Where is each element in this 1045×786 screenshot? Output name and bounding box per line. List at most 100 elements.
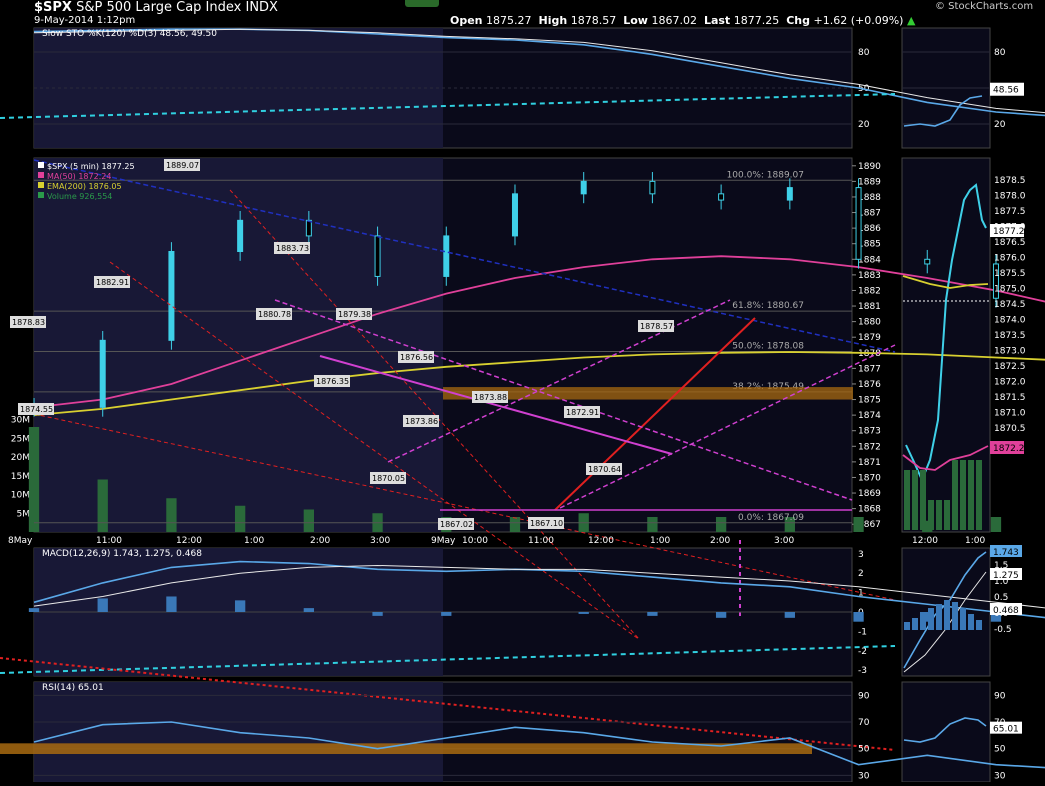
price-annotation: 1876.35: [316, 377, 349, 386]
ohlc-bar: Open 1875.27 High 1878.57 Low 1867.02 La…: [450, 14, 915, 27]
macd-histogram-bar: [922, 612, 933, 622]
time-axis-label: 9May: [431, 536, 456, 546]
price-tick-label: 1867: [858, 520, 881, 530]
price-tick-label: 1879: [858, 333, 881, 343]
price-tick-label: 1881: [858, 302, 881, 312]
legend-swatch: [38, 182, 44, 188]
red-solid-trend: [554, 317, 756, 511]
side-histogram-bar: [960, 608, 966, 630]
side-macd-box: [990, 603, 1022, 615]
blue-trendline: [33, 159, 896, 353]
low-label: Low: [623, 14, 648, 27]
side-volume-bar: [928, 500, 934, 530]
side-price-tick: 1874.0: [994, 316, 1026, 326]
legend-swatch: [38, 162, 44, 168]
fib-label: 61.8%: 1880.67: [732, 301, 804, 311]
rsi-tick-label: 70: [858, 718, 870, 728]
side-macd-tick: -0.5: [994, 625, 1012, 635]
macd-histogram-bar: [166, 596, 177, 612]
price-tick-label: 1870: [858, 473, 881, 483]
side-macd-tick: 1.0: [994, 577, 1009, 587]
macd-histogram-bar: [28, 608, 40, 612]
volume-bar: [234, 505, 246, 532]
chg-label: Chg: [786, 14, 810, 27]
price-tick-label: 1875: [858, 396, 881, 406]
side-rsi-box: [990, 721, 1022, 734]
price-annotation: 1867.10: [530, 519, 563, 528]
candle: [580, 180, 587, 195]
side-histogram-bar: [920, 612, 926, 630]
price-annotation-box: [314, 375, 350, 387]
candle: [99, 339, 106, 408]
volume-bar: [28, 427, 40, 532]
time-axis-label: 3:00: [774, 536, 794, 546]
time-axis-label: 11:00: [96, 536, 122, 546]
price-tick-label: 1888: [858, 193, 881, 203]
macd-tick-label: 2: [858, 569, 864, 579]
time-axis-label: 12:00: [588, 536, 614, 546]
collapse-handle-icon[interactable]: [405, 0, 439, 7]
price-tick-label: 1877: [858, 364, 881, 374]
volume-bar: [990, 517, 1002, 532]
time-axis-label: 10:00: [462, 536, 488, 546]
side-histogram-bar: [968, 614, 974, 630]
price-annotation: 1876.56: [400, 353, 433, 362]
side-price-tick: 1870.5: [994, 424, 1026, 434]
volume-bar: [784, 517, 795, 532]
macd-line: [33, 560, 1045, 619]
price-tick-label: 1871: [858, 458, 881, 468]
sto-legend: Slow STO %K(120) %D(3) 48.56, 49.50: [42, 29, 217, 39]
fib-label: 0.0%: 1867.09: [738, 513, 804, 523]
candle: [718, 193, 725, 201]
volume-tick-label: 10M: [11, 491, 30, 501]
price-annotation: 1878.57: [640, 322, 673, 331]
side-price-tick: 1873.5: [994, 331, 1026, 341]
candle: [855, 187, 862, 260]
sto-side-line: [903, 95, 983, 127]
macd-legend: MACD(12,26,9) 1.743, 1.275, 0.468: [42, 549, 202, 559]
open-label: Open: [450, 14, 483, 27]
side-panel-rsi: [901, 681, 991, 783]
side-macd-tick: 0.5: [994, 593, 1008, 603]
side-volume-bar: [960, 460, 966, 530]
side-last-value: 1877.25: [993, 227, 1030, 237]
price-tick-label: 1886: [858, 224, 881, 234]
side-volume-bar: [952, 460, 958, 530]
resistance-zone: [443, 387, 853, 400]
side-histogram-bar: [904, 622, 910, 630]
candle: [924, 258, 931, 265]
rsi-tick-label: 90: [858, 691, 870, 701]
high-value: 1878.57: [570, 14, 617, 27]
side-ema-line: [902, 275, 989, 289]
side-price-tick: 1876.0: [994, 254, 1026, 264]
ma50-line: [33, 255, 1045, 409]
main-legend-item: EMA(200) 1876.05: [47, 182, 122, 191]
price-annotation-box: [164, 159, 200, 171]
price-annotation: 1872.91: [566, 408, 599, 417]
rsi-legend: RSI(14) 65.01: [42, 683, 104, 693]
side-ma-box: [990, 441, 1024, 454]
price-tick-label: 1880: [858, 318, 881, 328]
volume-bar: [853, 517, 864, 532]
price-annotation-box: [336, 308, 372, 320]
candle: [374, 235, 381, 277]
price-annotation: 1867.02: [440, 520, 473, 529]
side-volume-bar: [968, 460, 974, 530]
price-annotation: 1874.55: [20, 405, 53, 414]
volume-bar: [303, 509, 315, 532]
price-annotation: 1870.64: [588, 465, 621, 474]
candle: [168, 251, 175, 341]
volume-bar: [922, 520, 933, 532]
price-annotation-box: [256, 308, 292, 320]
ema200-line: [33, 351, 1045, 417]
macd-histogram-bar: [853, 612, 864, 622]
side-price-tick: 1872.0: [994, 378, 1026, 388]
price-tick-label: 1883: [858, 271, 881, 281]
chg-value: +1.62 (+0.09%): [813, 14, 904, 27]
macd-histogram-bar: [647, 612, 658, 616]
time-axis-label: 1:00: [244, 536, 264, 546]
side-macd-value: 1.275: [993, 571, 1019, 581]
price-annotation-box: [403, 415, 439, 427]
symbol-name: S&P 500 Large Cap Index: [76, 0, 242, 15]
symbol: $SPX: [34, 0, 72, 15]
